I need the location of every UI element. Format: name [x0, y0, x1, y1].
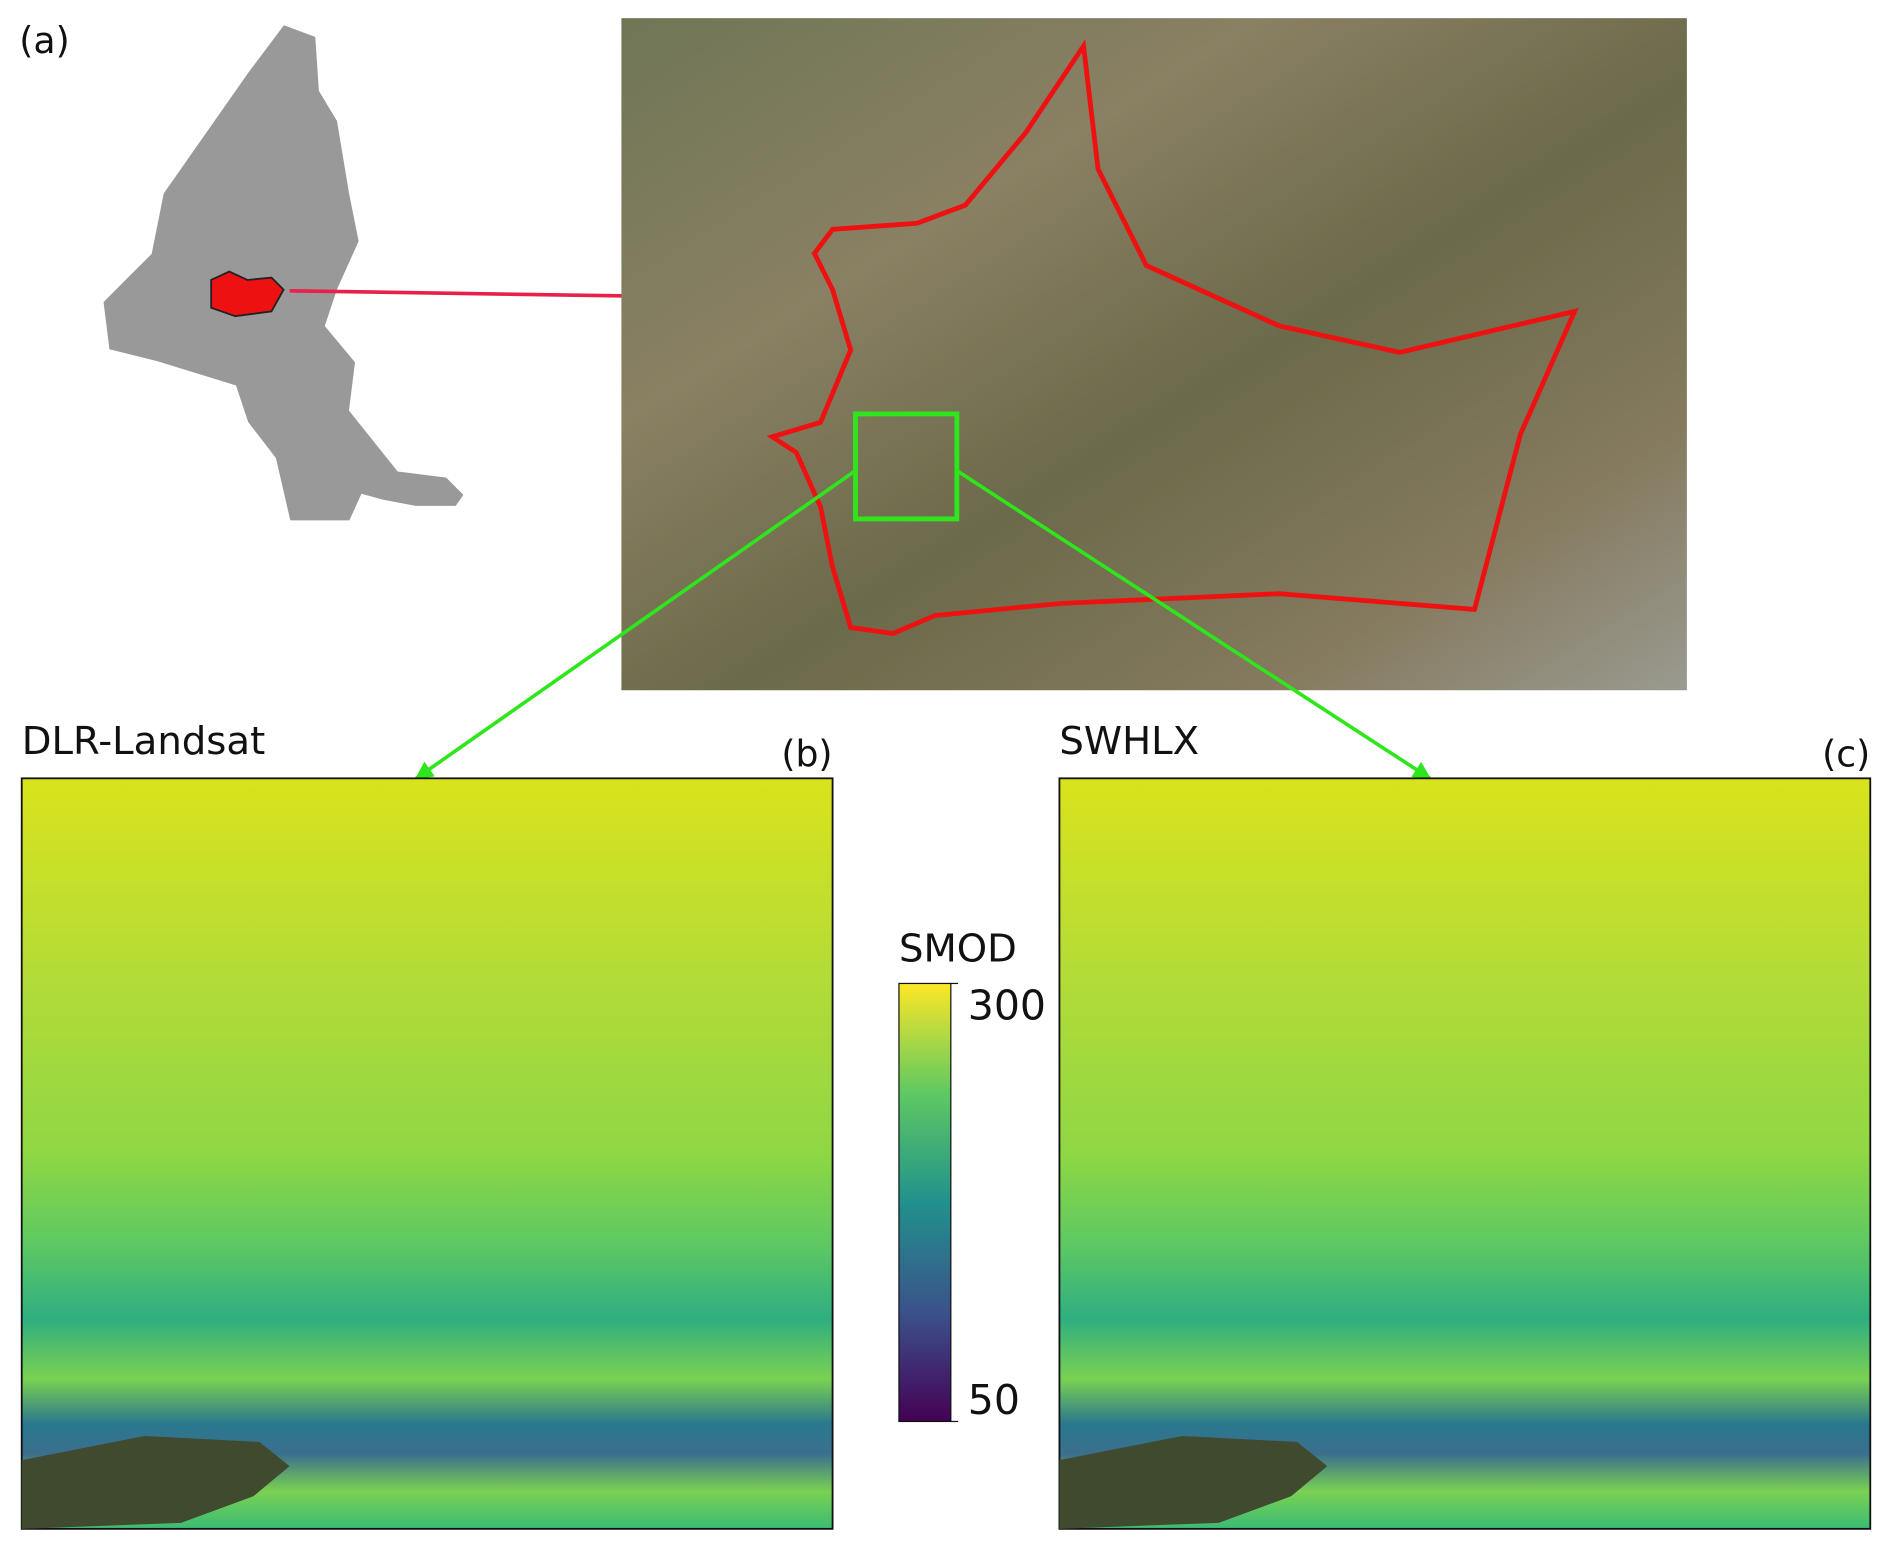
- colorbar-tick-label: 50: [968, 1376, 1020, 1424]
- panel-title: SWHLX: [1059, 719, 1199, 764]
- colorbar-title: SMOD: [899, 927, 1017, 972]
- colorbar-tick-label: 300: [968, 982, 1046, 1030]
- arrow: [414, 469, 857, 780]
- panel-label: (c): [1822, 732, 1870, 775]
- zoom-box: [853, 411, 960, 522]
- panel-label: (a): [19, 19, 69, 62]
- satellite-image: [621, 18, 1687, 691]
- region-map: [101, 23, 466, 523]
- smod-map: [20, 777, 834, 1530]
- catchment-outline: [766, 39, 1579, 637]
- study-area: [210, 270, 285, 318]
- panel-label: (b): [781, 732, 832, 775]
- masked-area: [1059, 1435, 1328, 1529]
- arrow: [955, 469, 1432, 780]
- smod-map: [1058, 777, 1872, 1530]
- colorbar: [898, 982, 952, 1423]
- panel-title: DLR-Landsat: [22, 719, 266, 764]
- masked-area: [21, 1435, 290, 1529]
